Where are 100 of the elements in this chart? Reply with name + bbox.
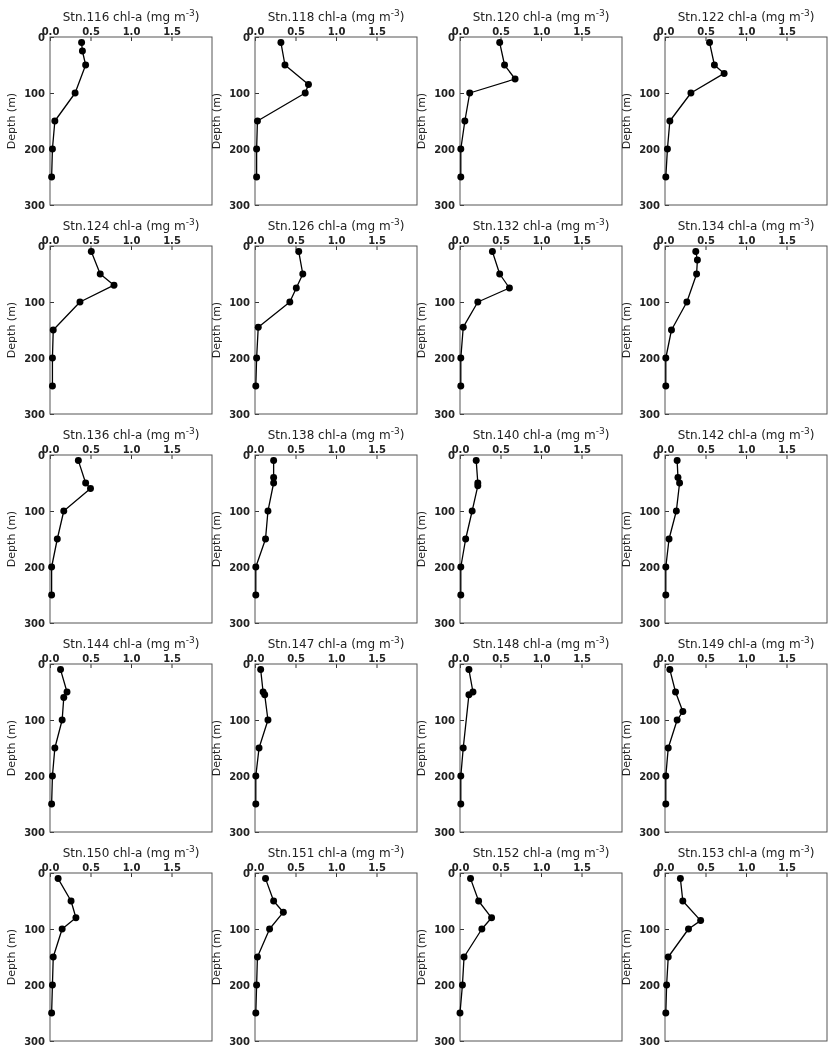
y-tick-label: 300 xyxy=(434,408,456,420)
x-tick-label: 1.5 xyxy=(573,235,591,246)
chart-title: Stn.134 chl-a (mg m$^{-3}$) xyxy=(677,217,815,233)
y-tick-label: 200 xyxy=(229,979,251,991)
y-tick-label: 300 xyxy=(434,1035,456,1045)
y-tick-label: 300 xyxy=(639,408,661,420)
y-tick-label: 200 xyxy=(24,979,46,991)
x-tick-label: 0.5 xyxy=(492,26,510,37)
x-tick-label: 1.5 xyxy=(778,235,796,246)
y-tick-label: 300 xyxy=(229,617,251,629)
y-tick-label: 100 xyxy=(434,296,456,308)
y-axis-title: Depth (m) xyxy=(415,510,428,568)
y-axis-title: Depth (m) xyxy=(210,719,223,777)
y-tick-label: 100 xyxy=(229,714,251,726)
x-tick-label: 0.5 xyxy=(287,653,305,664)
y-axis-title: Depth (m) xyxy=(5,719,18,777)
x-tick-label: 1.0 xyxy=(532,444,551,455)
x-tick-label: 1.5 xyxy=(368,26,386,37)
y-tick-label: 300 xyxy=(24,617,46,629)
y-axis-title: Depth (m) xyxy=(210,301,223,359)
y-tick-label: 200 xyxy=(639,143,661,155)
y-axis-title: Depth (m) xyxy=(415,719,428,777)
y-axis-title: Depth (m) xyxy=(5,510,18,568)
chart-title: Stn.147 chl-a (mg m$^{-3}$) xyxy=(267,635,405,651)
chart-title: Stn.138 chl-a (mg m$^{-3}$) xyxy=(267,426,405,442)
x-tick-label: 1.5 xyxy=(163,444,181,455)
y-tick-label: 100 xyxy=(639,714,661,726)
y-tick-label: 200 xyxy=(24,561,46,573)
x-tick-label: 0.5 xyxy=(287,235,305,246)
x-tick-label: 0.5 xyxy=(492,444,510,455)
y-tick-label: 300 xyxy=(24,1035,46,1045)
chart-title: Stn.148 chl-a (mg m$^{-3}$) xyxy=(472,635,610,651)
chart-title: Stn.120 chl-a (mg m$^{-3}$) xyxy=(472,8,610,24)
y-tick-label: 300 xyxy=(639,826,661,838)
y-tick-label: 200 xyxy=(24,770,46,782)
chart-title: Stn.152 chl-a (mg m$^{-3}$) xyxy=(472,844,610,860)
x-tick-label: 1.0 xyxy=(122,653,141,664)
y-tick-label: 200 xyxy=(229,352,251,364)
x-tick-label: 1.0 xyxy=(122,862,141,873)
y-tick-label: 100 xyxy=(434,714,456,726)
x-tick-label: 1.0 xyxy=(122,235,141,246)
x-tick-label: 1.5 xyxy=(778,26,796,37)
chart-title: Stn.116 chl-a (mg m$^{-3}$) xyxy=(62,8,200,24)
x-tick-label: 0.5 xyxy=(287,26,305,37)
y-tick-label: 300 xyxy=(639,617,661,629)
x-tick-label: 1.0 xyxy=(737,444,756,455)
y-tick-label: 200 xyxy=(24,143,46,155)
y-tick-label: 200 xyxy=(434,770,456,782)
chart-title: Stn.136 chl-a (mg m$^{-3}$) xyxy=(62,426,200,442)
y-tick-label: 100 xyxy=(229,296,251,308)
y-tick-label: 200 xyxy=(434,561,456,573)
x-tick-label: 0.5 xyxy=(82,862,100,873)
x-tick-label: 0.5 xyxy=(697,26,715,37)
y-axis-title: Depth (m) xyxy=(620,928,633,986)
y-axis-title: Depth (m) xyxy=(620,719,633,777)
x-tick-label: 1.5 xyxy=(163,26,181,37)
y-tick-label: 200 xyxy=(434,979,456,991)
x-tick-label: 1.0 xyxy=(737,235,756,246)
x-tick-label: 1.0 xyxy=(327,26,346,37)
chart-title: Stn.126 chl-a (mg m$^{-3}$) xyxy=(267,217,405,233)
x-tick-label: 1.0 xyxy=(737,653,756,664)
x-tick-label: 0.5 xyxy=(82,235,100,246)
x-tick-label: 1.5 xyxy=(573,862,591,873)
chart-title: Stn.142 chl-a (mg m$^{-3}$) xyxy=(677,426,815,442)
y-axis-title: Depth (m) xyxy=(620,92,633,150)
y-tick-label: 300 xyxy=(434,617,456,629)
chart-title: Stn.150 chl-a (mg m$^{-3}$) xyxy=(62,844,200,860)
y-tick-label: 300 xyxy=(24,826,46,838)
y-tick-label: 100 xyxy=(639,87,661,99)
x-tick-label: 0.5 xyxy=(82,653,100,664)
y-tick-label: 200 xyxy=(639,352,661,364)
x-tick-label: 0.5 xyxy=(697,862,715,873)
x-tick-label: 1.0 xyxy=(532,26,551,37)
y-tick-label: 300 xyxy=(229,826,251,838)
y-axis-title: Depth (m) xyxy=(620,301,633,359)
y-tick-label: 200 xyxy=(229,770,251,782)
y-tick-label: 200 xyxy=(229,561,251,573)
y-tick-label: 100 xyxy=(24,714,46,726)
x-tick-label: 0.5 xyxy=(697,444,715,455)
x-tick-label: 1.5 xyxy=(573,653,591,664)
chart-title: Stn.118 chl-a (mg m$^{-3}$) xyxy=(267,8,405,24)
y-tick-label: 200 xyxy=(639,561,661,573)
y-tick-label: 300 xyxy=(229,199,251,211)
chart-title: Stn.144 chl-a (mg m$^{-3}$) xyxy=(62,635,200,651)
y-tick-label: 100 xyxy=(434,923,456,935)
x-tick-label: 1.5 xyxy=(368,653,386,664)
y-tick-label: 200 xyxy=(639,979,661,991)
y-tick-label: 100 xyxy=(229,87,251,99)
chart-title: Stn.124 chl-a (mg m$^{-3}$) xyxy=(62,217,200,233)
x-tick-label: 1.0 xyxy=(122,444,141,455)
y-tick-label: 300 xyxy=(24,408,46,420)
y-axis-title: Depth (m) xyxy=(210,928,223,986)
y-tick-label: 100 xyxy=(639,923,661,935)
y-tick-label: 100 xyxy=(434,505,456,517)
y-tick-label: 200 xyxy=(229,143,251,155)
y-tick-label: 300 xyxy=(229,1035,251,1045)
y-tick-label: 300 xyxy=(24,199,46,211)
x-tick-label: 1.5 xyxy=(368,444,386,455)
y-axis-title: Depth (m) xyxy=(5,928,18,986)
x-tick-label: 1.5 xyxy=(573,26,591,37)
